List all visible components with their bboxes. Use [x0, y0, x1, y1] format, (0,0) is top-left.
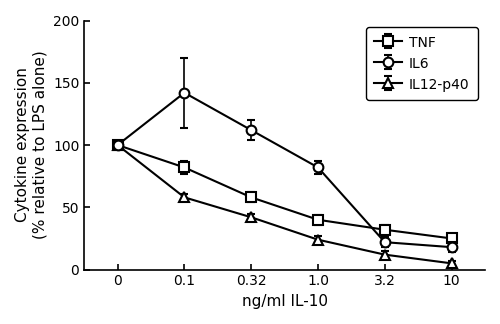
X-axis label: ng/ml IL-10: ng/ml IL-10 [242, 294, 328, 309]
Y-axis label: Cytokine expression
(% relative to LPS alone): Cytokine expression (% relative to LPS a… [15, 51, 48, 239]
Legend: TNF, IL6, IL12-p40: TNF, IL6, IL12-p40 [366, 28, 478, 100]
